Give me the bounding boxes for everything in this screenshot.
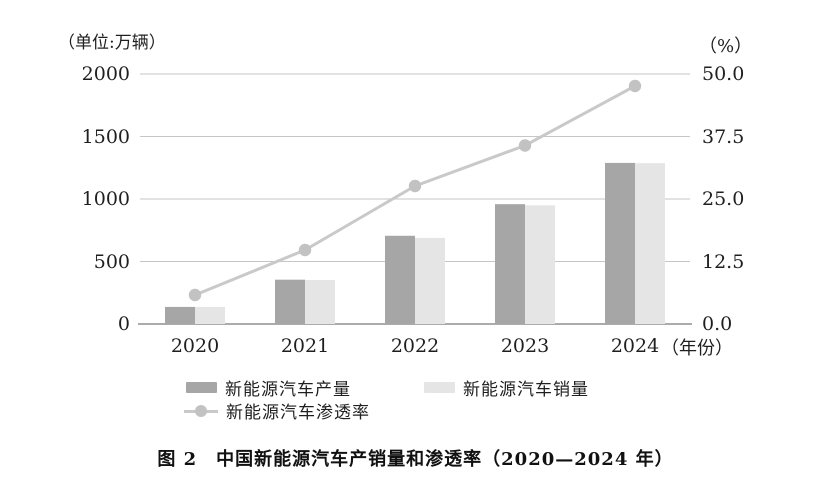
production-bar-2020 (165, 306, 195, 324)
legend-label-sales: 新能源汽车销量 (463, 380, 589, 400)
penetration-line-swatch (184, 404, 218, 417)
x-axis-label-2024: 2024 (610, 335, 660, 357)
penetration-dot-glyph (195, 404, 207, 417)
x-axis-label-2023: 2023 (500, 335, 550, 357)
left-axis-unit: （单位:万辆） (58, 33, 166, 53)
x-axis-year-unit: （年份） (661, 338, 733, 359)
x-axis-label-2022: 2022 (390, 335, 440, 357)
left-axis-tick: 0 (117, 313, 130, 335)
sales-bar-2021 (305, 279, 335, 324)
left-axis-tick: 2000 (81, 63, 130, 85)
production-bar-2023 (495, 204, 525, 324)
penetration-dot-2020 (188, 288, 202, 302)
right-axis-tick: 37.5 (702, 125, 745, 148)
production-swatch (186, 382, 217, 393)
sales-bar-2022 (415, 237, 445, 324)
production-bar-2022 (385, 235, 415, 324)
right-axis-tick: 0.0 (702, 313, 733, 335)
figure-caption: 图 2 中国新能源汽车产销量和渗透率（2020—2024 年） (157, 449, 674, 470)
legend-item-sales: 新能源汽车销量 (424, 375, 589, 400)
penetration-dot-2024 (628, 79, 642, 93)
penetration-dot-2021 (298, 243, 312, 257)
left-axis-tick: 1500 (81, 125, 130, 148)
right-axis-tick: 25.0 (702, 188, 745, 210)
legend-label-production: 新能源汽车产量 (225, 380, 351, 400)
sales-bar-2020 (195, 306, 225, 324)
legend-item-production: 新能源汽车产量 (186, 375, 351, 400)
left-axis-tick: 500 (93, 250, 130, 273)
sales-bar-2024 (635, 163, 665, 324)
sales-swatch (424, 382, 455, 393)
legend-label-penetration: 新能源汽车渗透率 (226, 403, 370, 423)
right-axis-tick: 12.5 (702, 250, 745, 273)
penetration-dot-2022 (408, 179, 422, 193)
sales-bar-2023 (525, 205, 555, 324)
penetration-dot-2023 (518, 139, 532, 152)
right-axis-unit: （%） (699, 36, 753, 57)
legend-item-penetration: 新能源汽车渗透率 (184, 398, 370, 423)
production-bar-2024 (605, 162, 635, 324)
x-axis-label-2021: 2021 (280, 335, 330, 357)
x-axis-label-2020: 2020 (170, 335, 220, 357)
right-axis-tick: 50.0 (702, 63, 745, 85)
left-axis-tick: 1000 (81, 188, 130, 210)
production-bar-2021 (275, 279, 305, 324)
